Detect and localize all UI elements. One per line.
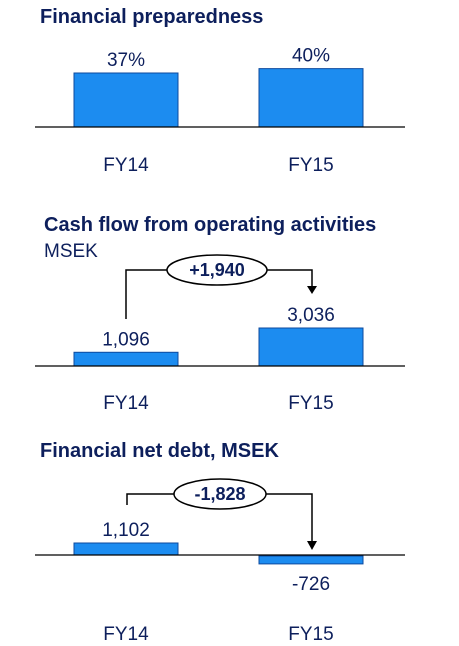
chart1-value-label-fy14: 37% [107,50,145,71]
chart1-bar-fy15 [258,68,364,128]
chart3-category-fy15: FY15 [288,624,333,645]
chart1-title: Financial preparedness [40,6,263,28]
chart-cash-flow: Cash flow from operating activities MSEK… [35,214,405,414]
chart-financial-preparedness: Financial preparedness 37% 40% FY14 FY15 [35,6,405,176]
chart3-bar-fy14 [73,542,179,556]
chart3-title: Financial net debt, MSEK [40,440,279,462]
chart2-category-fy15: FY15 [288,393,333,414]
chart2-value-label-fy14: 1,096 [102,329,150,350]
chart3-arrowhead [307,541,317,550]
chart1-category-fy14: FY14 [103,155,149,176]
chart1-category-fy15: FY15 [288,155,333,176]
chart-net-debt: Financial net debt, MSEK -1,828 1,102 -72… [35,440,405,645]
chart2-value-label-fy15: 3,036 [287,305,335,326]
chart3-change-bubble [173,478,267,510]
chart2-bar-fy14 [73,351,179,367]
chart2-title: Cash flow from operating activities [44,214,376,236]
chart2-change-bubble [166,254,268,286]
chart2-change-label: +1,940 [189,260,245,280]
chart2-bar-fy15 [258,327,364,367]
chart1-value-label-fy15: 40% [292,46,330,67]
chart3-value-label-fy15: -726 [292,574,330,595]
chart3-change-label: -1,828 [194,484,245,504]
chart1-bar-fy14 [73,72,179,128]
chart3-value-label-fy14: 1,102 [102,520,150,541]
chart2-unit-label: MSEK [44,241,98,262]
chart3-category-fy14: FY14 [103,624,149,645]
chart3-bar-fy15 [258,555,364,565]
chart2-category-fy14: FY14 [103,393,149,414]
chart2-arrowhead [307,286,317,294]
